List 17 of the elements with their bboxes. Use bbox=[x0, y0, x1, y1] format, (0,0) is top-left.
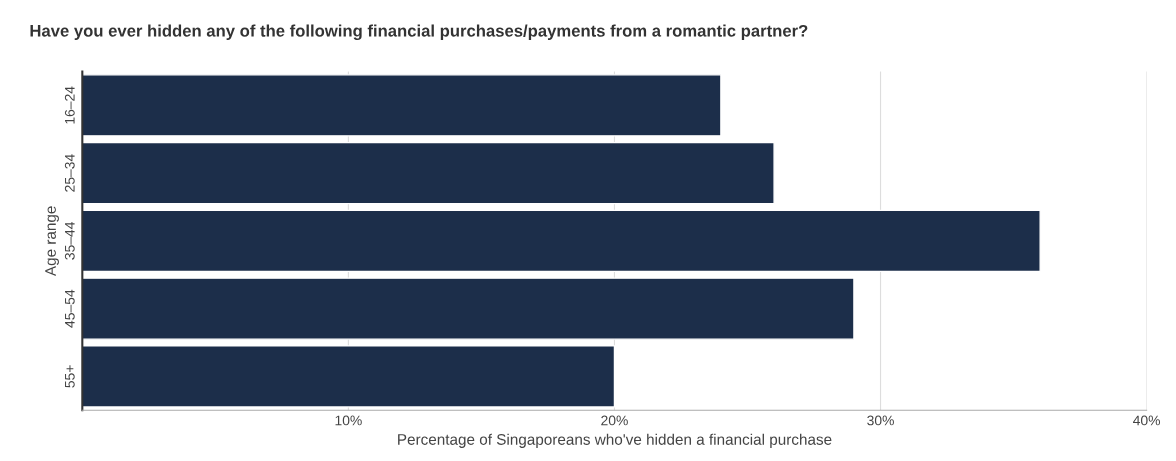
x-tick-label: 10% bbox=[335, 415, 362, 426]
bar bbox=[82, 277, 855, 340]
bar bbox=[82, 209, 1041, 273]
bar bbox=[82, 345, 616, 408]
y-axis-title: Age range bbox=[45, 206, 59, 277]
x-tick-label: 20% bbox=[601, 415, 628, 426]
y-tick-label: 16–24 bbox=[64, 86, 75, 124]
x-tick-label: 40% bbox=[1133, 415, 1161, 426]
bar bbox=[82, 141, 775, 205]
y-tick-label: 25–34 bbox=[64, 154, 75, 192]
x-axis-title: Percentage of Singaporeans who've hidden a financial purchase bbox=[398, 433, 832, 448]
bar bbox=[82, 74, 722, 137]
x-tick-label: 30% bbox=[867, 415, 894, 426]
y-tick-label: 35–44 bbox=[64, 221, 75, 260]
y-tick-label: 45–54 bbox=[65, 289, 75, 328]
chart-title: Have you ever hidden any of the following financial purchases/payments from a romantic partner? bbox=[30, 24, 808, 41]
y-tick-label: 55+ bbox=[65, 365, 75, 388]
